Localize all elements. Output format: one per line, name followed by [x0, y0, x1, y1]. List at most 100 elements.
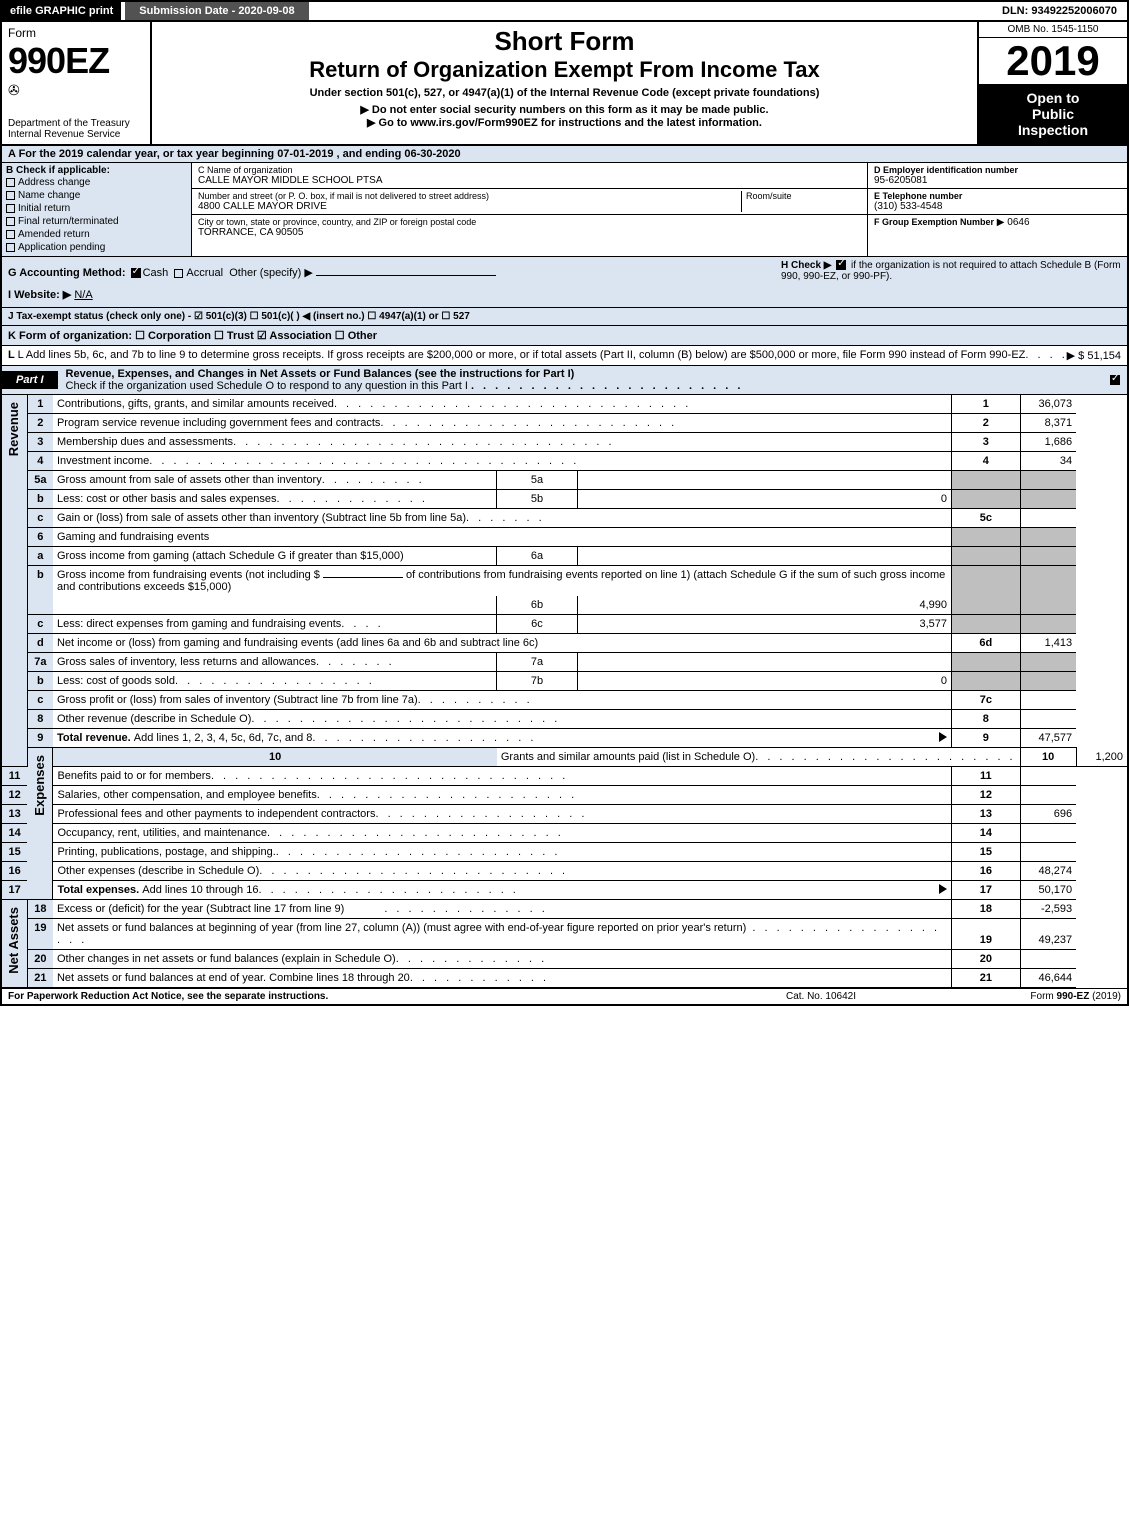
line-amount: 1,200: [1076, 748, 1128, 767]
paperwork-notice: For Paperwork Reduction Act Notice, see …: [8, 991, 721, 1002]
chk-name-change[interactable]: Name change: [6, 189, 187, 202]
line-number: 4: [27, 452, 53, 471]
street-value: 4800 CALLE MAYOR DRIVE: [198, 201, 741, 212]
open-line1: Open to: [981, 90, 1125, 106]
room-suite-label: Room/suite: [741, 191, 861, 212]
line-desc: Gross income from gaming (attach Schedul…: [57, 550, 404, 562]
line-amount: -2,593: [1020, 900, 1076, 919]
other-specify-input[interactable]: [316, 275, 496, 276]
line-ref: 19: [952, 919, 1021, 950]
sub-line-amount: [577, 547, 951, 566]
line-amount: [1020, 710, 1076, 729]
line-number: 21: [27, 969, 53, 988]
row-j: J Tax-exempt status (check only one) - ☑…: [0, 308, 1129, 326]
line-amount: 8,371: [1020, 414, 1076, 433]
line-desc: Grants and similar amounts paid (list in…: [501, 751, 755, 763]
shaded-cell: [952, 566, 1021, 615]
line-desc: Gross profit or (loss) from sales of inv…: [57, 694, 418, 706]
line-ref: 1: [952, 395, 1021, 414]
shaded-cell: [952, 653, 1021, 672]
checkbox-icon: [174, 269, 183, 278]
line-desc: Less: cost or other basis and sales expe…: [57, 493, 277, 505]
line-desc: Less: cost of goods sold: [57, 675, 175, 687]
chk-label: Final return/terminated: [18, 216, 119, 227]
line-amount: 49,237: [1020, 919, 1076, 950]
chk-initial-return[interactable]: Initial return: [6, 202, 187, 215]
line-amount: 50,170: [1020, 881, 1076, 900]
checkbox-checked-icon: [131, 268, 141, 278]
line-amount: 48,274: [1020, 862, 1076, 881]
triangle-right-icon: [939, 732, 947, 742]
short-form-title: Short Form: [158, 26, 971, 57]
shaded-cell: [1020, 528, 1076, 547]
sub-line-number: 6c: [497, 615, 577, 634]
efile-print-button[interactable]: efile GRAPHIC print: [2, 2, 121, 20]
line-ref: 21: [952, 969, 1021, 988]
line-desc: Printing, publications, postage, and shi…: [57, 846, 275, 858]
line-desc: Net assets or fund balances at beginning…: [57, 922, 746, 934]
chk-final-return[interactable]: Final return/terminated: [6, 215, 187, 228]
info-grid: B Check if applicable: Address change Na…: [0, 163, 1129, 257]
line-number: c: [27, 615, 53, 634]
line-ref: 15: [952, 843, 1021, 862]
line-amount: [1020, 767, 1076, 786]
line-number: 13: [1, 805, 27, 824]
sub-line-number: 5b: [497, 490, 577, 509]
sub-line-number: 7b: [497, 672, 577, 691]
row-l-text: L Add lines 5b, 6c, and 7b to line 9 to …: [18, 349, 1026, 361]
line-amount: [1020, 950, 1076, 969]
line-number: b: [27, 566, 53, 615]
line-desc: Net income or (loss) from gaming and fun…: [57, 637, 538, 649]
line-number: 1: [27, 395, 53, 414]
part1-subtitle: Check if the organization used Schedule …: [66, 380, 468, 392]
line-number: 10: [53, 748, 497, 767]
line-ref: 14: [952, 824, 1021, 843]
line-amount: 1,413: [1020, 634, 1076, 653]
chk-label: Amended return: [18, 229, 90, 240]
line-ref: 5c: [952, 509, 1021, 528]
goto-link[interactable]: ▶ Go to www.irs.gov/Form990EZ for instru…: [158, 116, 971, 129]
line-desc: Membership dues and assessments: [57, 436, 233, 448]
row-g-h: G Accounting Method: Cash Accrual Other …: [0, 257, 1129, 308]
tel-label: E Telephone number: [874, 191, 1121, 201]
checkbox-checked-icon: [836, 260, 846, 270]
line-amount: [1020, 843, 1076, 862]
line-number: a: [27, 547, 53, 566]
line-amount: 34: [1020, 452, 1076, 471]
dln-label: DLN: 93492252006070: [992, 2, 1127, 20]
form-word: Form: [8, 26, 36, 40]
line-number: 7a: [27, 653, 53, 672]
chk-application-pending[interactable]: Application pending: [6, 241, 187, 254]
open-line2: Public: [981, 106, 1125, 122]
chk-amended-return[interactable]: Amended return: [6, 228, 187, 241]
line-ref: 18: [952, 900, 1021, 919]
open-inspection-badge: Open to Public Inspection: [979, 84, 1127, 144]
shaded-cell: [952, 490, 1021, 509]
line-number: 17: [1, 881, 27, 900]
line-number: b: [27, 490, 53, 509]
line-desc: Other revenue (describe in Schedule O): [57, 713, 251, 725]
line-ref: 7c: [952, 691, 1021, 710]
line-desc: Professional fees and other payments to …: [57, 808, 375, 820]
line-number: b: [27, 672, 53, 691]
part1-header: Part I Revenue, Expenses, and Changes in…: [0, 366, 1129, 395]
line-ref: 16: [952, 862, 1021, 881]
part1-tab: Part I: [2, 371, 58, 389]
sub-line-amount: 4,990: [577, 596, 951, 615]
fundraising-amount-input[interactable]: [323, 577, 403, 578]
line-number: 2: [27, 414, 53, 433]
line-ref: 4: [952, 452, 1021, 471]
header-right: OMB No. 1545-1150 2019 Open to Public In…: [977, 22, 1127, 144]
chk-label: Name change: [18, 190, 80, 201]
line-number: 20: [27, 950, 53, 969]
col-b-title: B Check if applicable:: [6, 165, 187, 176]
line-amount: [1020, 691, 1076, 710]
sub-line-amount: [577, 653, 951, 672]
chk-address-change[interactable]: Address change: [6, 176, 187, 189]
shaded-cell: [1020, 566, 1076, 615]
column-b: B Check if applicable: Address change Na…: [2, 163, 192, 256]
submission-date-button[interactable]: Submission Date - 2020-09-08: [125, 2, 308, 20]
website-value: N/A: [74, 289, 92, 301]
line-ref: 20: [952, 950, 1021, 969]
form-header: Form 990EZ ✇ Department of the Treasury …: [0, 22, 1129, 146]
